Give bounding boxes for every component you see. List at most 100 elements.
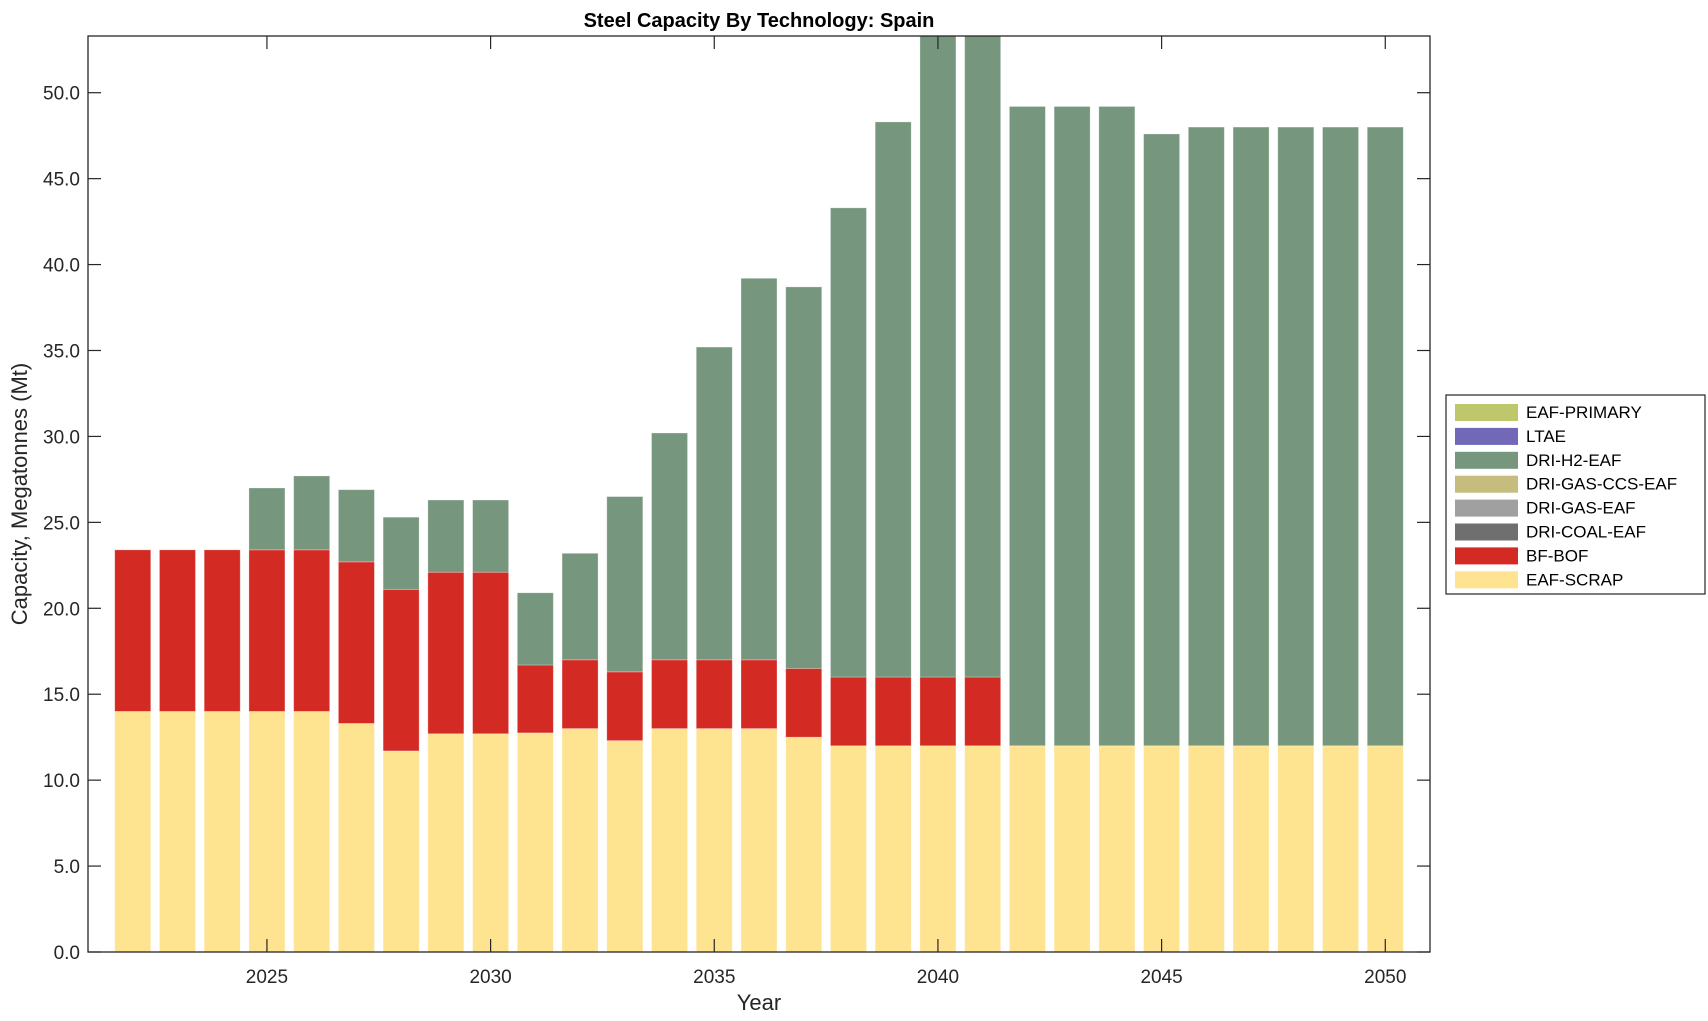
- y-axis-label: Capacity, Megatonnes (Mt): [7, 363, 32, 625]
- bar-eaf-scrap-2035: [695, 728, 733, 952]
- bar-dri-h2-eaf-2049: [1322, 126, 1359, 747]
- bar-eaf-scrap-2047: [1232, 745, 1270, 952]
- bar-eaf-scrap-2040: [919, 745, 957, 952]
- legend-label-eaf-scrap: EAF-SCRAP: [1526, 570, 1623, 589]
- bar-eaf-scrap-2028: [382, 750, 420, 952]
- bar-bf-bof-2030: [472, 571, 510, 735]
- bar-eaf-scrap-2033: [606, 740, 644, 952]
- bar-dri-h2-eaf-2041: [964, 36, 1002, 678]
- legend-label-dri-gas-eaf: DRI-GAS-EAF: [1526, 499, 1636, 518]
- y-tick-label: 50.0: [43, 84, 80, 105]
- bar-bf-bof-2024: [203, 549, 241, 712]
- legend-label-dri-gas-ccs-eaf: DRI-GAS-CCS-EAF: [1526, 475, 1677, 494]
- legend: EAF-PRIMARY LTAE DRI-H2-EAF DRI-GAS-CCS-EAF…: [1445, 394, 1706, 595]
- bar-eaf-scrap-2034: [651, 728, 688, 952]
- bar-dri-h2-eaf-2047: [1232, 126, 1270, 747]
- legend-label-dri-h2-eaf: DRI-H2-EAF: [1526, 451, 1621, 470]
- bar-bf-bof-2036: [740, 659, 778, 729]
- bar-bf-bof-2041: [964, 676, 1002, 747]
- bar-bf-bof-2034: [651, 659, 688, 729]
- bar-dri-h2-eaf-2038: [830, 207, 867, 678]
- y-axis: 0.0 5.0 10.0 15.0 20.0 25.0 30.0 35.0 40.0 45.0 50…: [43, 84, 1430, 964]
- bar-bf-bof-2038: [830, 676, 867, 747]
- bar-dri-h2-eaf-2034: [651, 432, 688, 661]
- bar-bf-bof-2032: [561, 659, 599, 729]
- bar-eaf-scrap-2042: [1009, 745, 1046, 952]
- legend-swatch-ltae: [1455, 427, 1518, 445]
- bar-dri-h2-eaf-2027: [337, 489, 375, 563]
- y-tick-label: 15.0: [43, 685, 80, 706]
- plot-frame: [87, 35, 1431, 953]
- bar-dri-h2-eaf-2029: [427, 499, 465, 573]
- y-tick-label: 25.0: [43, 513, 80, 534]
- bar-bf-bof-2027: [337, 561, 375, 724]
- bar-eaf-scrap-2049: [1322, 745, 1359, 952]
- bar-bf-bof-2039: [874, 676, 912, 747]
- legend-label-bf-bof: BF-BOF: [1526, 546, 1588, 565]
- bar-dri-h2-eaf-2050: [1366, 126, 1404, 747]
- bar-dri-h2-eaf-2028: [382, 516, 420, 590]
- bar-dri-h2-eaf-2039: [874, 121, 912, 678]
- x-tick-label: 2030: [469, 967, 511, 988]
- legend-swatch-bf-bof: [1455, 547, 1518, 565]
- bar-bf-bof-2035: [695, 659, 733, 729]
- bar-eaf-scrap-2036: [740, 728, 778, 952]
- y-tick-label: 45.0: [43, 170, 80, 191]
- bar-bf-bof-2026: [293, 549, 331, 712]
- bar-dri-h2-eaf-2046: [1187, 126, 1225, 747]
- legend-swatch-dri-coal-eaf: [1455, 523, 1518, 541]
- bar-eaf-scrap-2023: [159, 710, 196, 952]
- bar-dri-h2-eaf-2025: [248, 487, 286, 551]
- bar-dri-h2-eaf-2035: [695, 346, 733, 661]
- bar-dri-h2-eaf-2044: [1098, 106, 1136, 747]
- bar-dri-h2-eaf-2033: [606, 496, 644, 673]
- bar-eaf-scrap-2039: [874, 745, 912, 952]
- bar-eaf-scrap-2037: [785, 736, 823, 952]
- bar-dri-h2-eaf-2031: [516, 592, 554, 666]
- bar-dri-h2-eaf-2042: [1009, 106, 1046, 747]
- bar-bf-bof-2033: [606, 671, 644, 742]
- y-tick-label: 10.0: [43, 771, 80, 792]
- legend-swatch-eaf-scrap: [1455, 571, 1518, 589]
- legend-label-eaf-primary: EAF-PRIMARY: [1526, 403, 1642, 422]
- bar-eaf-scrap-2041: [964, 745, 1002, 952]
- legend-swatch-dri-gas-ccs-eaf: [1455, 475, 1518, 493]
- bar-eaf-scrap-2043: [1053, 745, 1091, 952]
- bar-eaf-scrap-2022: [114, 710, 152, 952]
- x-tick-label: 2045: [1140, 967, 1182, 988]
- bar-eaf-scrap-2030: [472, 733, 510, 952]
- bar-eaf-scrap-2050: [1366, 745, 1404, 952]
- y-tick-label: 5.0: [54, 857, 80, 878]
- x-tick-label: 2050: [1364, 967, 1406, 988]
- y-tick-label: 35.0: [43, 341, 80, 362]
- bar-dri-h2-eaf-2040: [919, 36, 957, 678]
- bar-eaf-scrap-2025: [248, 710, 286, 952]
- legend-label-ltae: LTAE: [1526, 427, 1566, 446]
- legend-swatch-dri-gas-eaf: [1455, 499, 1518, 517]
- legend-label-dri-coal-eaf: DRI-COAL-EAF: [1526, 523, 1646, 542]
- bar-bf-bof-2023: [159, 549, 196, 712]
- bar-eaf-scrap-2045: [1143, 745, 1180, 952]
- bars-layer: [114, 36, 1404, 952]
- x-tick-label: 2035: [693, 967, 735, 988]
- bar-eaf-scrap-2038: [830, 745, 867, 952]
- bar-eaf-scrap-2027: [337, 723, 375, 952]
- bar-dri-h2-eaf-2037: [785, 286, 823, 669]
- y-tick-label: 0.0: [54, 943, 80, 964]
- bar-dri-h2-eaf-2036: [740, 277, 778, 661]
- bar-bf-bof-2031: [516, 664, 554, 734]
- bar-eaf-scrap-2024: [203, 710, 241, 952]
- bar-eaf-scrap-2048: [1277, 745, 1315, 952]
- bar-dri-h2-eaf-2048: [1277, 126, 1315, 747]
- y-tick-label: 40.0: [43, 256, 80, 277]
- bar-eaf-scrap-2044: [1098, 745, 1136, 952]
- x-tick-label: 2025: [246, 967, 288, 988]
- x-axis-label: Year: [737, 990, 781, 1015]
- bar-bf-bof-2029: [427, 571, 465, 735]
- bar-eaf-scrap-2046: [1187, 745, 1225, 952]
- bar-dri-h2-eaf-2045: [1143, 133, 1180, 747]
- bar-bf-bof-2028: [382, 588, 420, 752]
- bar-dri-h2-eaf-2030: [472, 499, 510, 573]
- bar-dri-h2-eaf-2043: [1053, 106, 1091, 747]
- bar-dri-h2-eaf-2026: [293, 475, 331, 551]
